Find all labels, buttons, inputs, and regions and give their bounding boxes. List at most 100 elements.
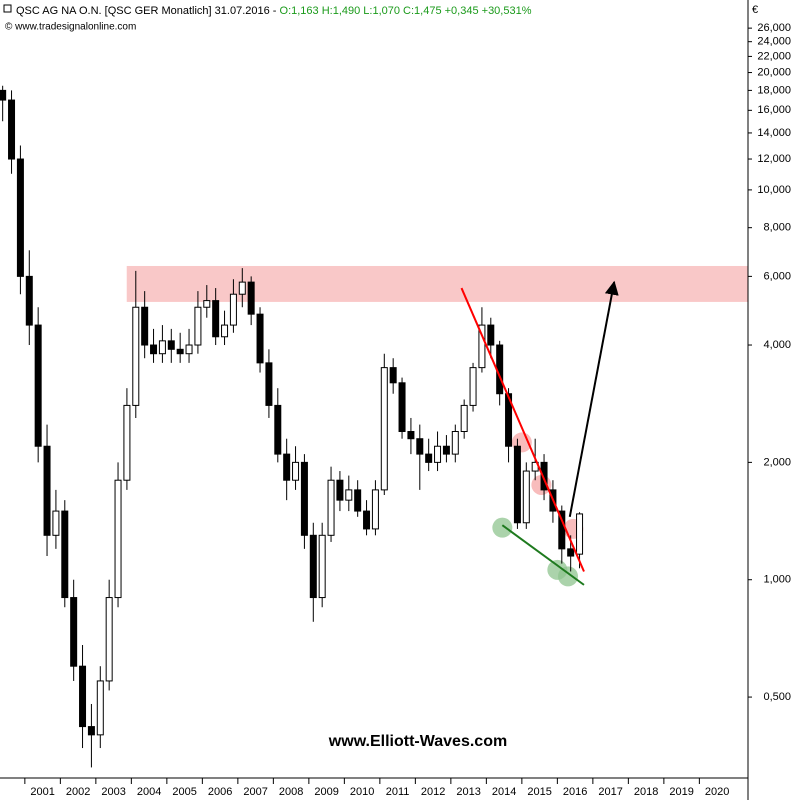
y-tick-label: 14,000 (757, 127, 791, 139)
candle-body (567, 548, 575, 557)
y-tick-label: 22,000 (757, 50, 791, 62)
candle-body (114, 479, 122, 599)
x-tick-label: 2012 (421, 786, 445, 798)
x-tick-label: 2002 (66, 786, 90, 798)
candle-body (194, 306, 202, 346)
candle-body (158, 340, 166, 355)
candle-body (25, 275, 33, 326)
forecast-arrow (568, 280, 619, 518)
y-tick-label: 0,500 (763, 691, 791, 703)
y-tick-label: 2,000 (763, 456, 791, 468)
candle-body (176, 348, 184, 355)
candle-body (256, 313, 264, 364)
y-tick-label: 12,000 (757, 153, 791, 165)
candle-body (513, 445, 521, 524)
x-tick-label: 2019 (669, 786, 693, 798)
candle-body (576, 513, 584, 555)
y-tick-label: 24,000 (757, 36, 791, 48)
candle-body (123, 404, 131, 481)
candle-body (478, 324, 486, 369)
candle-body (43, 445, 51, 536)
candle-body (221, 324, 229, 338)
candle-body (105, 597, 113, 682)
x-tick-label: 2014 (492, 786, 516, 798)
trend-line (460, 287, 585, 572)
y-tick-label: 8,000 (763, 222, 791, 234)
candle-body (469, 367, 477, 406)
x-tick-label: 2020 (705, 786, 729, 798)
candle-body (505, 393, 513, 447)
candle-body (425, 453, 433, 463)
candle-body (354, 489, 362, 512)
y-tick-label: 26,000 (757, 22, 791, 34)
y-tick-label: 18,000 (757, 84, 791, 96)
y-tick-label: 10,000 (757, 184, 791, 196)
candle-body (0, 89, 7, 101)
x-tick-label: 2005 (172, 786, 196, 798)
x-tick-label: 2007 (243, 786, 267, 798)
candle-body (327, 479, 335, 536)
icon (3, 4, 12, 13)
x-tick-label: 2003 (101, 786, 125, 798)
x-tick-label: 2006 (208, 786, 232, 798)
y-tick-label: 16,000 (757, 104, 791, 116)
currency: € (752, 4, 758, 16)
highlight (492, 517, 513, 538)
candle-body (16, 158, 24, 277)
candle-body (522, 470, 530, 524)
candle-body (61, 510, 69, 599)
x-tick-label: 2010 (350, 786, 374, 798)
candle-body (212, 300, 220, 338)
candle-body (336, 479, 344, 501)
candle-body (407, 431, 415, 440)
candle-body (540, 461, 548, 491)
candle-body (451, 431, 459, 455)
candle-body (380, 367, 388, 491)
candle-body (34, 324, 42, 447)
candle-body (141, 306, 149, 346)
candle-body (487, 324, 495, 346)
y-tick-label: 4,000 (763, 339, 791, 351)
x-tick-label: 2011 (386, 786, 410, 798)
candle-body (442, 445, 450, 455)
x-tick-label: 2009 (314, 786, 338, 798)
candle-body (132, 306, 140, 406)
header-title: QSC AG NA O.N. [QSC GER Monatlich] 31.07… (16, 5, 277, 17)
candle-body (185, 344, 193, 355)
candle-body (203, 300, 211, 308)
candle-body (460, 404, 468, 433)
candle-body (363, 510, 371, 530)
candle-body (345, 489, 353, 501)
y-tick-label: 20,000 (757, 66, 791, 78)
candle-body (283, 453, 291, 481)
candle-body (416, 438, 424, 455)
x-tick-label: 2016 (563, 786, 587, 798)
candle-body (79, 665, 87, 728)
source: © www.tradesignalonline.com (5, 22, 136, 33)
x-tick-label: 2001 (30, 786, 54, 798)
candle-body (87, 726, 95, 736)
x-tick-label: 2008 (279, 786, 303, 798)
candle-body (247, 281, 255, 315)
candle-body (318, 534, 326, 599)
y-tick-label: 6,000 (763, 270, 791, 282)
header-values: O:1,163 H:1,490 L:1,070 C:1,475 +0,345 +… (280, 5, 532, 17)
candle-body (167, 340, 175, 350)
candle-body (292, 461, 300, 481)
candle-body (8, 99, 16, 160)
resistance-zone (126, 265, 748, 302)
candle-body (434, 445, 442, 463)
x-tick-label: 2018 (634, 786, 658, 798)
x-tick-label: 2017 (598, 786, 622, 798)
trend-line (501, 524, 585, 586)
x-tick-label: 2015 (527, 786, 551, 798)
x-tick-label: 2013 (456, 786, 480, 798)
candle-body (398, 382, 406, 433)
candle-body (265, 362, 273, 406)
candle-body (238, 281, 246, 295)
candle-body (274, 404, 282, 455)
candle-body (300, 461, 308, 536)
y-tick-label: 1,000 (763, 574, 791, 586)
candle-body (309, 534, 317, 599)
